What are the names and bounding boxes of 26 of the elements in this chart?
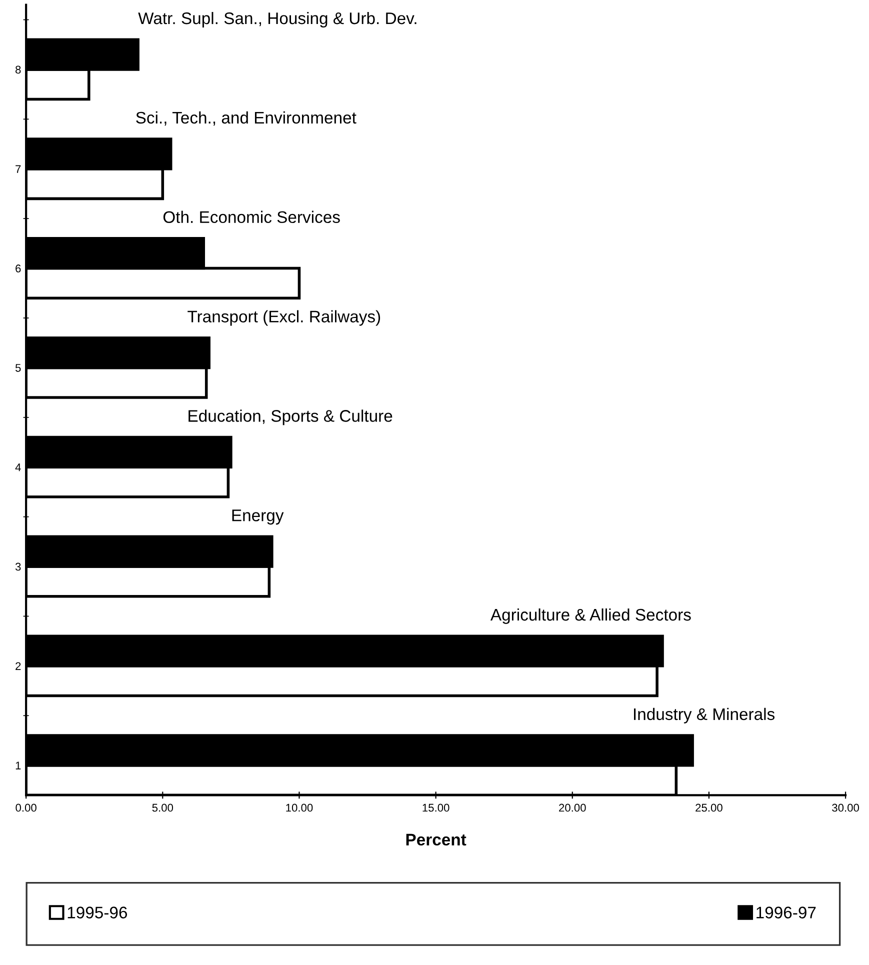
y-tick-label: 4: [15, 463, 21, 472]
annotation: Oth. Economic Services: [163, 210, 340, 224]
y-tick-label: 3: [15, 562, 21, 571]
x-tick-label: 0.00: [16, 804, 36, 812]
annotation: Sci., Tech., and Environmenet: [136, 111, 356, 126]
legend-label: 1996-97: [756, 906, 816, 918]
x-tick-label: 30.00: [832, 804, 860, 812]
annotation: Transport (Excl. Railways): [188, 310, 380, 326]
y-tick-label: 6: [16, 264, 21, 272]
x-axis-title: Percent: [406, 834, 466, 846]
annotation: Industry & Minerals: [634, 708, 775, 724]
annotation: Education, Sports & Culture: [188, 410, 392, 426]
y-tick-label: 7: [16, 165, 21, 173]
x-tick-label: 20.00: [559, 804, 586, 812]
x-tick-label: 10.00: [286, 804, 313, 812]
legend-label: 1995-96: [68, 906, 128, 918]
x-tick-label: 15.00: [422, 804, 450, 812]
x-tick-label: 5.00: [152, 804, 174, 812]
annotation: Agriculture & Allied Sectors: [490, 608, 691, 624]
annotation: Energy: [232, 510, 284, 525]
y-tick-label: 5: [15, 364, 21, 372]
x-tick-label: 25.00: [696, 804, 722, 812]
y-tick-label: 1: [16, 762, 21, 770]
annotation: Watr. Supl. San., Housing & Urb. Dev.: [138, 12, 416, 28]
y-tick-label: 2: [16, 662, 21, 670]
y-tick-label: 8: [16, 66, 21, 74]
